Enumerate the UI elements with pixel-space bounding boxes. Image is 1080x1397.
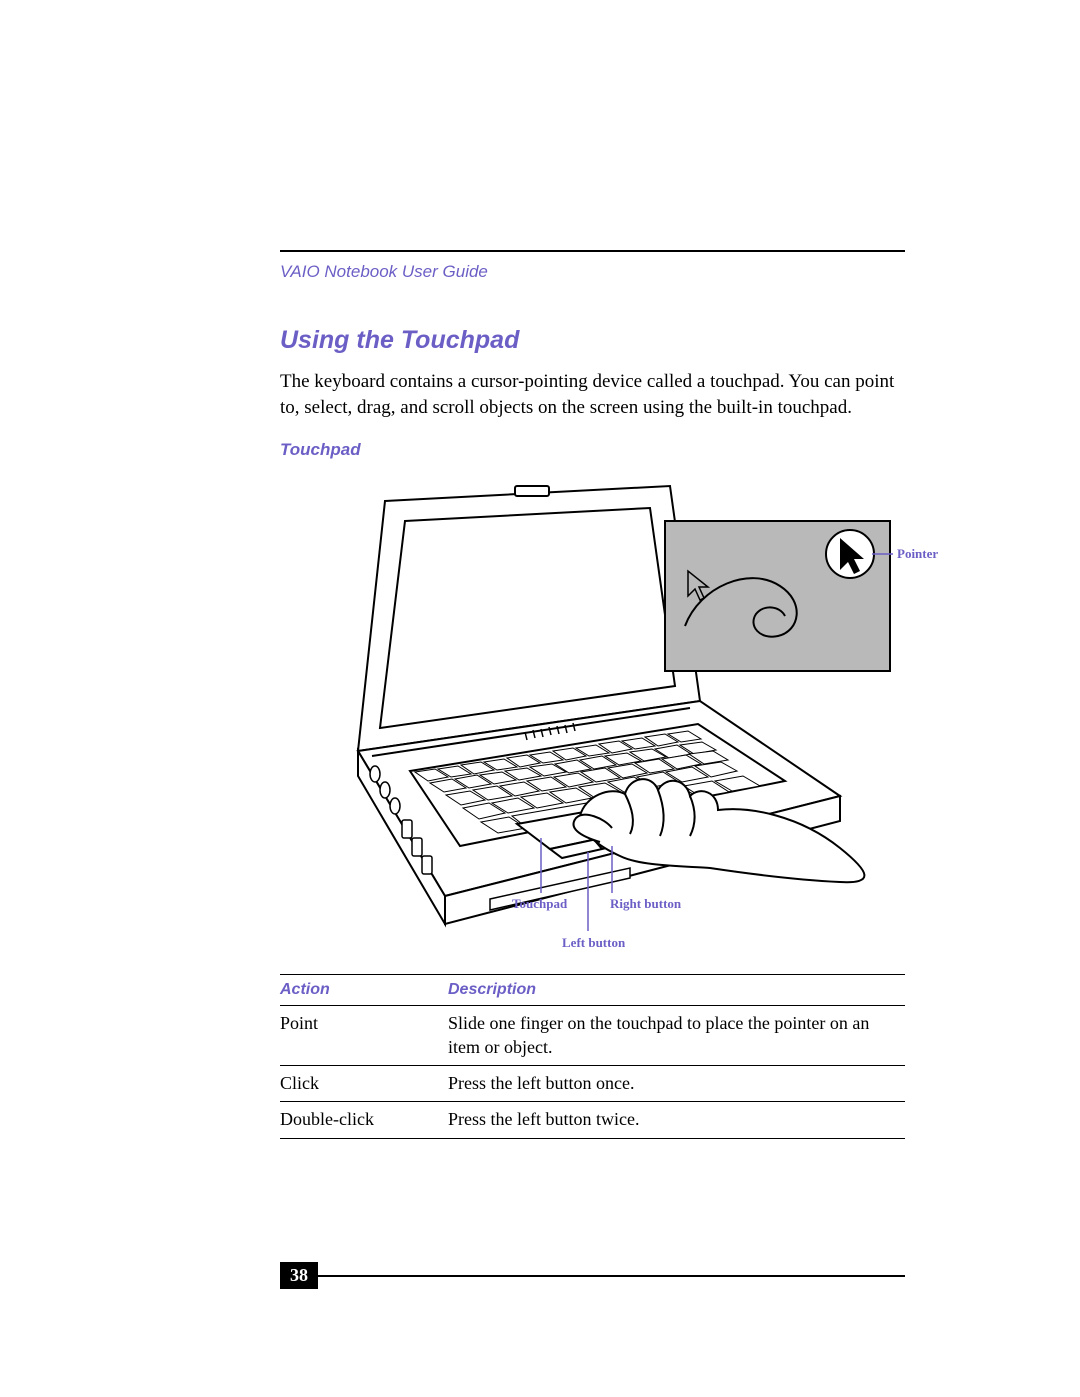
actions-table: Action Description Point Slide one finge… [280, 974, 905, 1139]
figure-caption: Touchpad [280, 440, 905, 460]
header-rule [280, 250, 905, 252]
cell-action: Double-click [280, 1102, 448, 1138]
section-title: Using the Touchpad [280, 326, 905, 355]
callout-pointer: Pointer [897, 546, 938, 562]
table-row: Point Slide one finger on the touchpad t… [280, 1006, 905, 1066]
footer-rule [318, 1275, 905, 1277]
laptop-illustration [280, 476, 980, 946]
callout-touchpad: Touchpad [512, 896, 567, 912]
footer: 38 [280, 1262, 905, 1289]
page: VAIO Notebook User Guide Using the Touch… [0, 0, 1080, 1397]
running-head: VAIO Notebook User Guide [280, 262, 905, 282]
table-header-row: Action Description [280, 975, 905, 1006]
cell-description: Press the left button once. [448, 1066, 905, 1102]
callout-right-button: Right button [610, 896, 681, 912]
intro-paragraph: The keyboard contains a cursor-pointing … [280, 369, 905, 420]
table-row: Click Press the left button once. [280, 1066, 905, 1102]
page-number: 38 [280, 1262, 318, 1289]
cell-description: Slide one finger on the touchpad to plac… [448, 1006, 905, 1066]
col-header-description: Description [448, 975, 905, 1006]
cell-action: Point [280, 1006, 448, 1066]
touchpad-figure: Pointer Touchpad Right button Left butto… [280, 476, 980, 946]
cell-description: Press the left button twice. [448, 1102, 905, 1138]
table-row: Double-click Press the left button twice… [280, 1102, 905, 1138]
callout-left-button: Left button [562, 935, 625, 951]
col-header-action: Action [280, 975, 448, 1006]
cell-action: Click [280, 1066, 448, 1102]
